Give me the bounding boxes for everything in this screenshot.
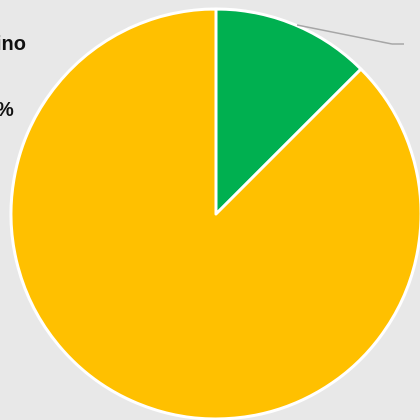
pie-slices: [9, 7, 420, 420]
pie-slice-2: [9, 7, 420, 420]
percent-label-text: %: [0, 99, 14, 121]
leader-line: [296, 24, 393, 45]
pie-slice-1: [214, 7, 363, 216]
category-label-text: ino: [0, 33, 26, 55]
